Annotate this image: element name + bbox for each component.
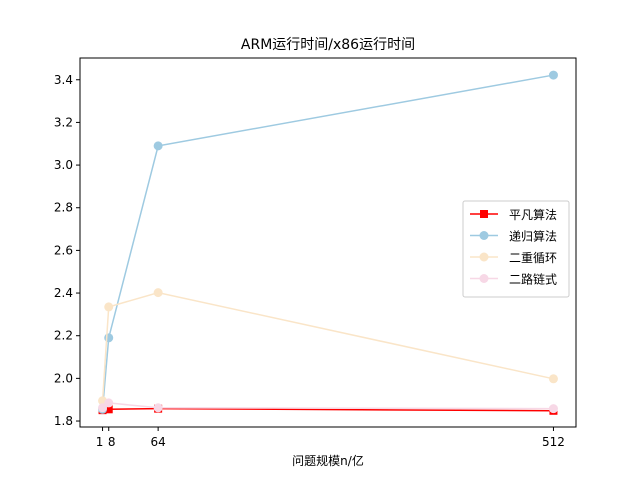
y-tick-label: 2.0 [54, 371, 73, 385]
legend-label: 递归算法 [509, 229, 557, 244]
series-4 [98, 398, 558, 414]
y-tick-label: 2.6 [54, 243, 73, 257]
axes-layer: 1 8 64 512 1.8 2.0 2.2 2.4 2.6 2.8 3.0 3.2 3.4 [54, 73, 565, 449]
legend-box [462, 200, 570, 298]
chart-title: ARM运行时间/x86运行时间 [241, 37, 415, 53]
legend-item: 二路链式 [470, 272, 557, 287]
y-tick-label: 3.2 [54, 115, 73, 129]
x-axis-label: 问题规模n/亿 [292, 453, 364, 468]
data-point [548, 374, 558, 384]
y-tick-label: 3.4 [54, 73, 73, 87]
legend-marker [480, 210, 488, 218]
data-point [548, 404, 558, 414]
data-point [153, 288, 163, 298]
legend-item: 二重循环 [470, 251, 557, 265]
legend-marker [479, 274, 489, 283]
series-line [101, 291, 554, 401]
legend-item: 递归算法 [470, 229, 557, 244]
x-tick-label: 64 [150, 435, 165, 449]
legend-label: 二重循环 [509, 251, 557, 265]
x-tick-label: 1 [96, 435, 104, 449]
legend-label: 二路链式 [509, 272, 557, 287]
y-tick-label: 3.0 [54, 158, 73, 172]
data-point [104, 302, 114, 312]
series-line [101, 74, 554, 410]
legend-marker [479, 252, 489, 262]
legend-label: 平凡算法 [509, 207, 557, 222]
x-tick-label: 8 [108, 435, 116, 449]
legend-marker [479, 231, 489, 240]
plot-frame [79, 57, 577, 428]
legend-item: 平凡算法 [470, 207, 557, 222]
data-point [104, 398, 114, 408]
data-point [104, 333, 114, 343]
data-point [98, 403, 108, 413]
y-tick-label: 2.2 [54, 329, 73, 343]
data-point [153, 141, 163, 151]
data-point [548, 70, 558, 80]
data-point [104, 405, 113, 414]
y-tick-label: 1.8 [54, 414, 73, 428]
y-tick-label: 2.4 [54, 286, 73, 300]
x-tick-label: 512 [542, 435, 565, 449]
series-layer [98, 70, 558, 415]
y-tick-label: 2.8 [54, 201, 73, 215]
series-3 [98, 288, 558, 406]
data-point [153, 403, 163, 413]
